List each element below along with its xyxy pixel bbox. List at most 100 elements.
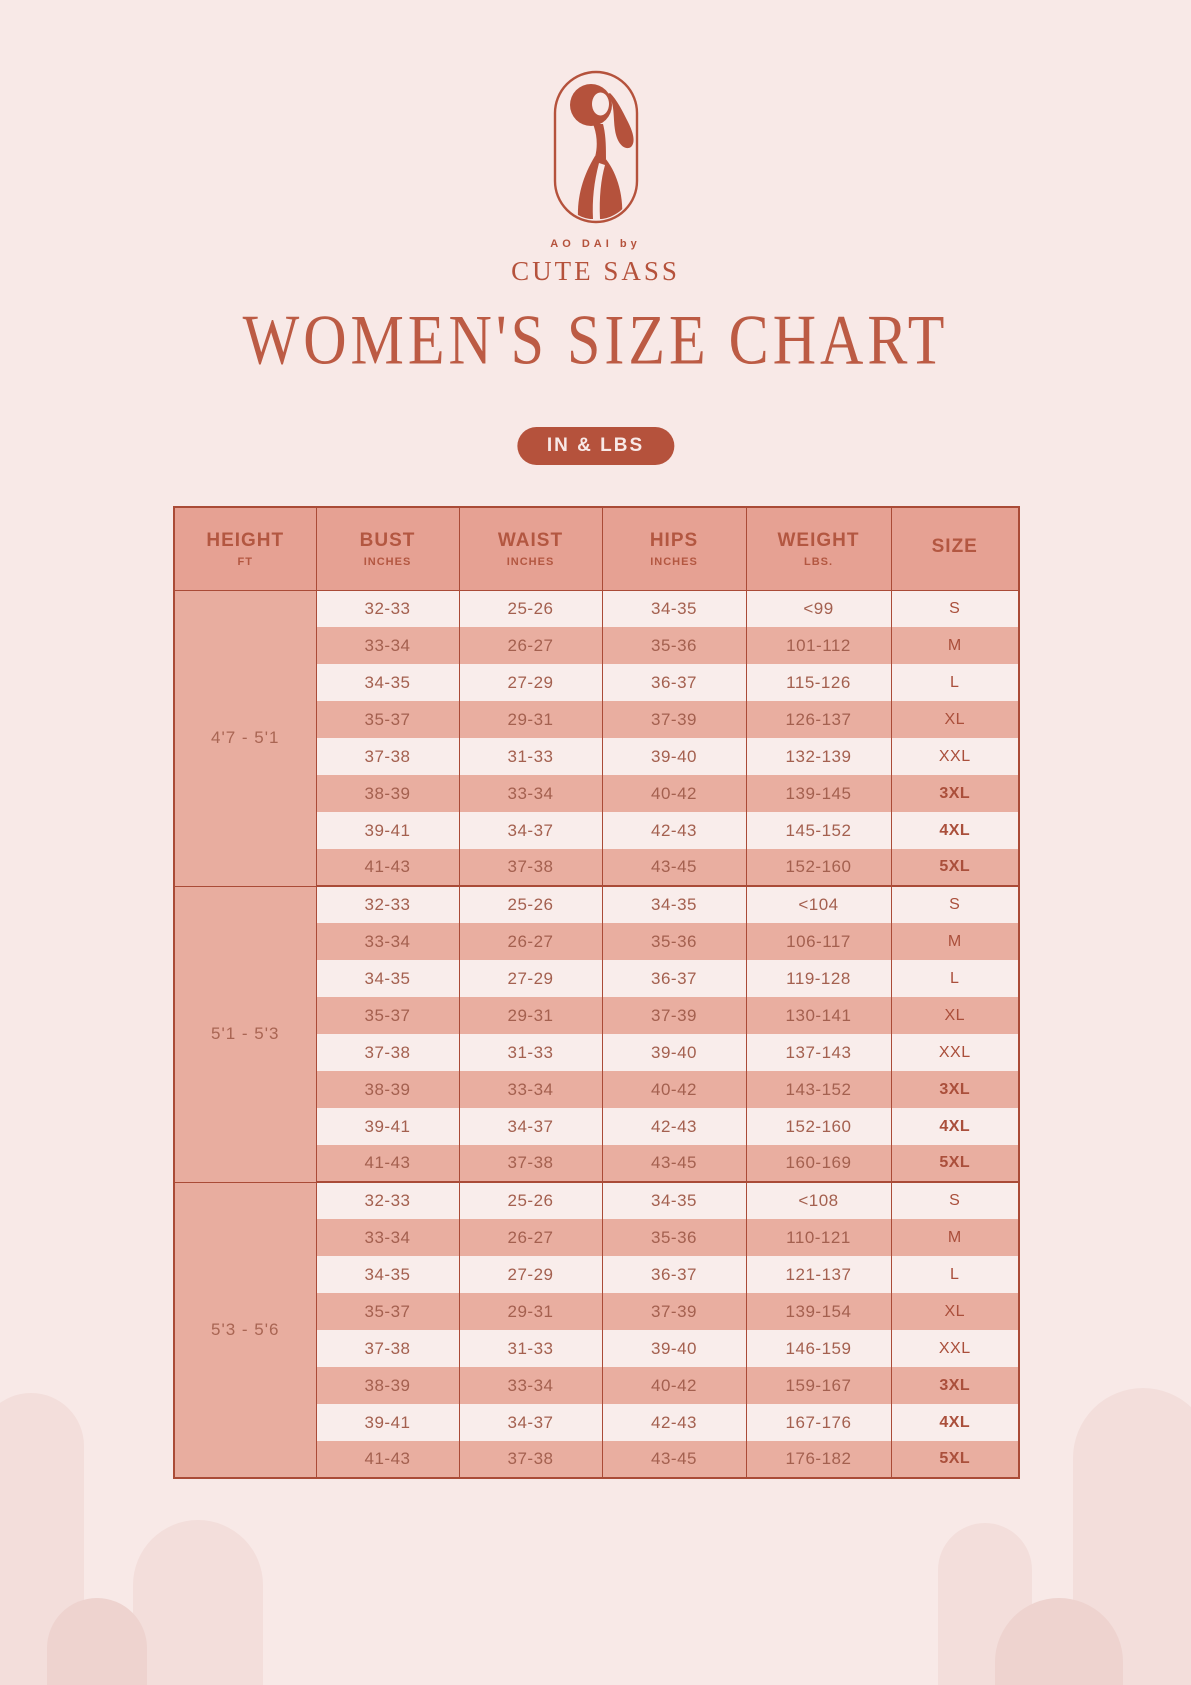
measurement-cell: 38-39 — [315, 775, 460, 812]
measurement-cell: 34-37 — [458, 812, 603, 849]
measurement-cell: 39-41 — [315, 1404, 460, 1441]
measurement-cell: 36-37 — [601, 1256, 747, 1293]
measurement-cell: 34-37 — [458, 1404, 603, 1441]
measurement-cell: 34-35 — [315, 960, 460, 997]
measurement-cell: 106-117 — [745, 923, 892, 960]
measurement-cell: 40-42 — [601, 1367, 747, 1404]
logo-subtitle: AO DAI by — [550, 238, 641, 250]
height-range-cell: 4'7 - 5'1 — [173, 589, 317, 887]
measurement-cell: 43-45 — [601, 1145, 747, 1183]
size-chart: HEIGHT FT BUST INCHES WAIST INCHES HIPS … — [173, 506, 1020, 1479]
measurement-cell: 139-154 — [745, 1293, 892, 1330]
table-row: 4'7 - 5'1 32-33 25-26 34-35 <99 S — [173, 589, 1020, 887]
measurement-cell: 35-36 — [601, 1219, 747, 1256]
column-header-size: SIZE — [890, 506, 1020, 591]
size-cell: XXL — [890, 1034, 1020, 1071]
measurement-cell: 35-36 — [601, 923, 747, 960]
table-row: 5'3 - 5'6 32-33 25-26 34-35 <108 S — [173, 1181, 1020, 1479]
table-row: 38-39 33-34 40-42 143-152 3XL — [174, 1071, 1020, 1108]
measurement-cell: 137-143 — [745, 1034, 892, 1071]
measurement-cell: 41-43 — [315, 1145, 460, 1183]
size-cell: 5XL — [890, 1441, 1020, 1479]
column-header-weight: WEIGHT LBS. — [745, 506, 892, 591]
table-header-row: HEIGHT FT BUST INCHES WAIST INCHES HIPS … — [173, 506, 1020, 591]
column-header-hips: HIPS INCHES — [601, 506, 747, 591]
table-row: 38-39 33-34 40-42 139-145 3XL — [174, 775, 1020, 812]
measurement-cell: 43-45 — [601, 849, 747, 887]
measurement-cell: 110-121 — [745, 1219, 892, 1256]
measurement-cell: 39-40 — [601, 1034, 747, 1071]
size-cell: XL — [890, 997, 1020, 1034]
measurement-cell: 39-41 — [315, 1108, 460, 1145]
measurement-cell: 35-37 — [315, 1293, 460, 1330]
size-cell: 5XL — [890, 1145, 1020, 1183]
measurement-cell: <99 — [745, 590, 892, 627]
measurement-cell: 38-39 — [315, 1071, 460, 1108]
measurement-cell: 37-38 — [315, 1034, 460, 1071]
table-row: 41-43 37-38 43-45 152-160 5XL — [174, 849, 1020, 887]
logo-brand-name: CUTE SASS — [511, 256, 680, 286]
table-row: 38-39 33-34 40-42 159-167 3XL — [174, 1367, 1020, 1404]
measurement-cell: 143-152 — [745, 1071, 892, 1108]
measurement-cell: 31-33 — [458, 1330, 603, 1367]
measurement-cell: 121-137 — [745, 1256, 892, 1293]
measurement-cell: 31-33 — [458, 1034, 603, 1071]
measurement-cell: 34-35 — [601, 590, 747, 627]
measurement-cell: 145-152 — [745, 812, 892, 849]
measurement-cell: 34-35 — [601, 886, 747, 923]
measurement-cell: 36-37 — [601, 960, 747, 997]
size-cell: XL — [890, 701, 1020, 738]
table-row: 35-37 29-31 37-39 130-141 XL — [174, 997, 1020, 1034]
measurement-cell: 42-43 — [601, 1404, 747, 1441]
units-badge: IN & LBS — [516, 427, 675, 465]
table-row: 39-41 34-37 42-43 145-152 4XL — [174, 812, 1020, 849]
size-cell: XXL — [890, 1330, 1020, 1367]
decorative-arch — [47, 1598, 147, 1685]
size-cell: 3XL — [890, 775, 1020, 812]
table-row: 37-38 31-33 39-40 132-139 XXL — [174, 738, 1020, 775]
measurement-cell: 33-34 — [315, 923, 460, 960]
measurement-cell: 25-26 — [458, 886, 603, 923]
size-cell: 4XL — [890, 812, 1020, 849]
measurement-cell: 35-37 — [315, 997, 460, 1034]
height-range-cell: 5'3 - 5'6 — [173, 1181, 317, 1479]
measurement-cell: 29-31 — [458, 997, 603, 1034]
measurement-cell: 37-39 — [601, 997, 747, 1034]
measurement-cell: 37-39 — [601, 701, 747, 738]
table-row: 5'1 - 5'3 32-33 25-26 34-35 <104 S — [173, 885, 1020, 1183]
measurement-cell: 119-128 — [745, 960, 892, 997]
measurement-cell: 40-42 — [601, 775, 747, 812]
measurement-cell: 33-34 — [458, 1071, 603, 1108]
table-row: 34-35 27-29 36-37 121-137 L — [174, 1256, 1020, 1293]
measurement-cell: 38-39 — [315, 1367, 460, 1404]
measurement-cell: <108 — [745, 1182, 892, 1219]
measurement-cell: 29-31 — [458, 701, 603, 738]
page-title: WOMEN'S SIZE CHART — [242, 301, 949, 380]
size-cell: 3XL — [890, 1071, 1020, 1108]
size-cell: 5XL — [890, 849, 1020, 887]
measurement-cell: 27-29 — [458, 960, 603, 997]
measurement-cell: 36-37 — [601, 664, 747, 701]
ao-dai-lady-logo-icon — [553, 70, 638, 224]
table-row: 39-41 34-37 42-43 167-176 4XL — [174, 1404, 1020, 1441]
table-row: 33-34 26-27 35-36 106-117 M — [174, 923, 1020, 960]
size-cell: 4XL — [890, 1404, 1020, 1441]
measurement-cell: 152-160 — [745, 849, 892, 887]
size-cell: 4XL — [890, 1108, 1020, 1145]
table-row: 34-35 27-29 36-37 115-126 L — [174, 664, 1020, 701]
size-cell: 3XL — [890, 1367, 1020, 1404]
measurement-cell: 33-34 — [458, 775, 603, 812]
measurement-cell: <104 — [745, 886, 892, 923]
size-table-body: 4'7 - 5'1 32-33 25-26 34-35 <99 S 33-34 26-27 35… — [173, 589, 1020, 1479]
column-header-height: HEIGHT FT — [173, 506, 317, 591]
size-cell: XL — [890, 1293, 1020, 1330]
measurement-cell: 41-43 — [315, 849, 460, 887]
size-cell: XXL — [890, 738, 1020, 775]
size-cell: S — [890, 1182, 1020, 1219]
table-row: 35-37 29-31 37-39 126-137 XL — [174, 701, 1020, 738]
measurement-cell: 29-31 — [458, 1293, 603, 1330]
measurement-cell: 146-159 — [745, 1330, 892, 1367]
measurement-cell: 101-112 — [745, 627, 892, 664]
measurement-cell: 42-43 — [601, 1108, 747, 1145]
size-cell: M — [890, 923, 1020, 960]
